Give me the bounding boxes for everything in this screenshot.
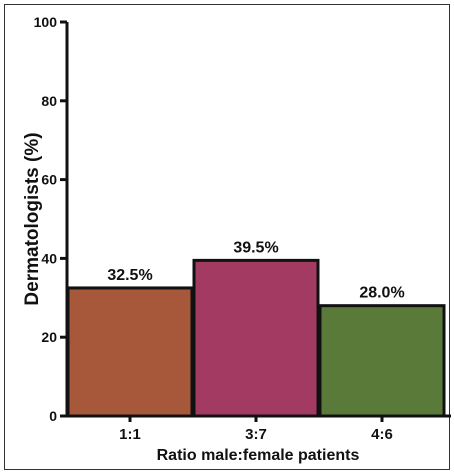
y-tick-label: 60 bbox=[41, 172, 57, 188]
bar-data-label: 32.5% bbox=[107, 267, 152, 284]
y-tick-label: 20 bbox=[41, 329, 57, 345]
x-tick-label: 1:1 bbox=[119, 426, 141, 443]
bars: 32.5% 39.5% 28.0% bbox=[66, 239, 446, 418]
y-tick-label: 100 bbox=[34, 14, 58, 30]
x-axis: 1:1 3:7 4:6 bbox=[65, 414, 451, 443]
y-tick-label: 40 bbox=[41, 250, 57, 266]
bar-1 bbox=[66, 286, 194, 418]
bar-data-label: 39.5% bbox=[233, 239, 278, 256]
bar-data-label: 28.0% bbox=[359, 285, 404, 302]
y-tick-label: 0 bbox=[49, 408, 57, 424]
bar-2 bbox=[192, 258, 320, 418]
x-tick-label: 4:6 bbox=[371, 426, 393, 443]
bar-3 bbox=[318, 304, 446, 418]
x-axis-title: Ratio male:female patients bbox=[157, 447, 360, 464]
y-axis-title: Dermatologists (%) bbox=[22, 132, 43, 305]
y-tick-label: 80 bbox=[41, 93, 57, 109]
x-tick-label: 3:7 bbox=[245, 426, 267, 443]
